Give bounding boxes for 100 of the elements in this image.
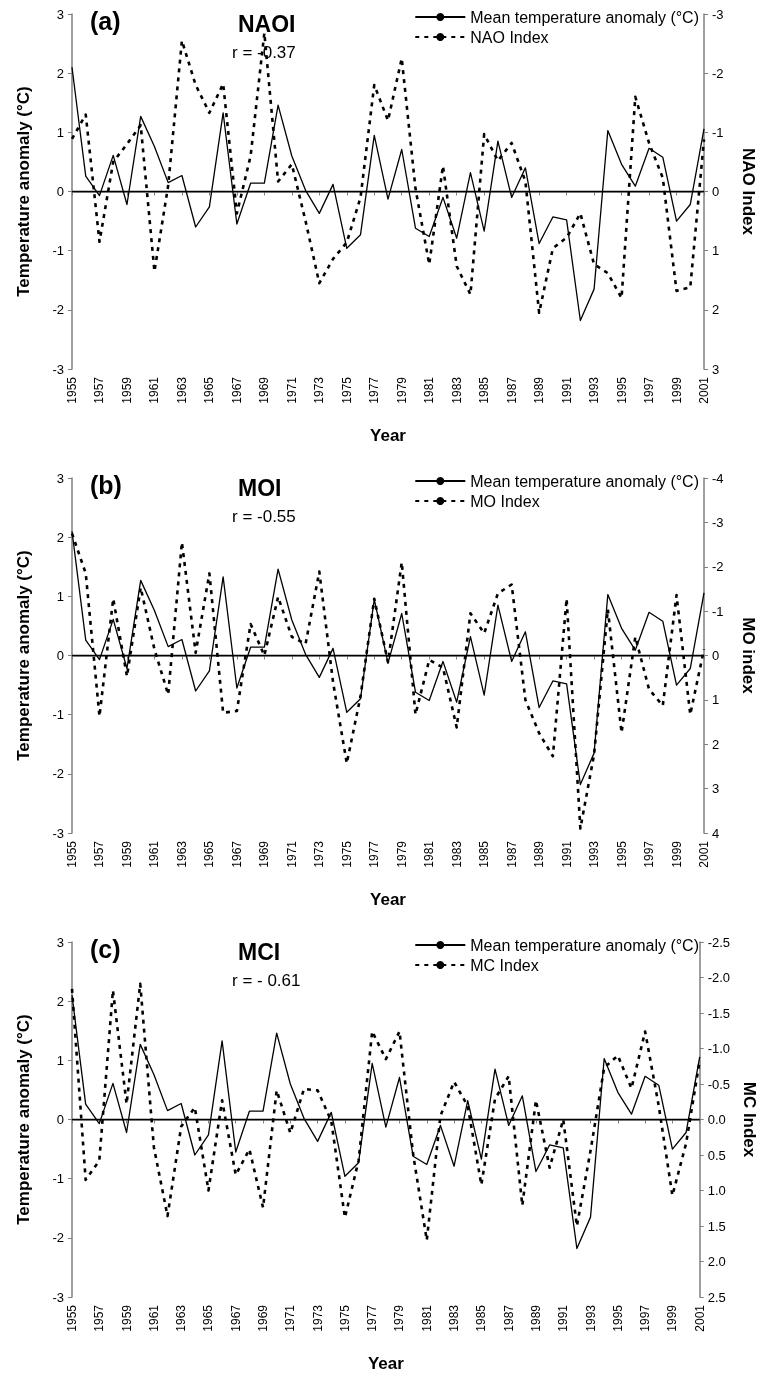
- y2-axis-title: MC Index: [740, 1081, 759, 1158]
- y-tick-label: 3: [56, 470, 64, 486]
- annotation: r = - 0.61: [232, 971, 301, 990]
- x-axis-title: Year: [370, 890, 407, 909]
- y-axis-title: Temperature anomaly (°C): [14, 86, 33, 297]
- x-tick-label: 1973: [312, 840, 327, 868]
- x-tick-label: 1997: [642, 376, 657, 404]
- x-tick-label: 1977: [367, 840, 382, 868]
- x-tick-label: 1965: [201, 1304, 216, 1332]
- y-tick-label: -2: [52, 1230, 64, 1246]
- x-tick-label: 1987: [504, 376, 519, 404]
- legend-label: MC Index: [470, 956, 539, 974]
- x-axis-title: Year: [370, 426, 407, 445]
- y-tick-label: 0: [56, 184, 64, 199]
- x-tick-label: 1959: [119, 1304, 134, 1332]
- x-tick-label: 1999: [669, 376, 684, 404]
- y2-tick-label: 0: [712, 184, 720, 199]
- x-tick-label: 1981: [422, 376, 437, 404]
- x-tick-label: 1997: [638, 1304, 653, 1332]
- y-tick-label: 0: [56, 648, 64, 663]
- y-tick-label: -3: [52, 1289, 64, 1305]
- y2-tick-label: 0.5: [707, 1147, 726, 1163]
- y2-tick-label: 4: [712, 825, 720, 841]
- x-tick-label: 1989: [532, 840, 547, 868]
- y-tick-label: -1: [52, 1171, 64, 1187]
- annotation: MOI: [238, 474, 282, 501]
- x-tick-label: 1967: [229, 840, 244, 868]
- x-tick-label: 1979: [394, 376, 409, 404]
- x-tick-label: 1991: [559, 376, 574, 404]
- y2-tick-label: 1.0: [707, 1183, 726, 1198]
- x-tick-label: 1971: [284, 376, 299, 404]
- x-tick-label: 1971: [284, 840, 299, 868]
- annotation: r = -0.37: [232, 43, 296, 62]
- x-tick-label: 1977: [365, 1304, 380, 1332]
- legend-label: Mean temperature anomaly (°C): [470, 8, 700, 26]
- x-tick-label: 1985: [477, 376, 492, 404]
- x-tick-label: 1961: [146, 1304, 161, 1332]
- x-tick-label: 1991: [559, 840, 574, 868]
- x-tick-label: 1963: [174, 1304, 189, 1332]
- x-tick-label: 1965: [202, 376, 217, 404]
- y2-tick-label: 2: [712, 736, 720, 752]
- y2-tick-label: -3: [712, 514, 724, 530]
- x-tick-label: 1985: [477, 840, 492, 868]
- y2-tick-label: -2.0: [707, 970, 731, 985]
- x-tick-label: 1997: [642, 840, 657, 868]
- x-tick-label: 1989: [528, 1304, 543, 1332]
- y2-tick-label: -0.5: [707, 1076, 731, 1092]
- x-tick-label: 1995: [614, 840, 629, 868]
- y2-tick-label: 2.5: [707, 1289, 726, 1305]
- x-tick-label: 1999: [669, 840, 684, 868]
- x-tick-label: 1989: [532, 376, 547, 404]
- chart-title: (a): [90, 6, 121, 35]
- annotation: r = -0.55: [232, 507, 296, 526]
- x-tick-label: 1967: [229, 376, 244, 404]
- y-tick-label: 2: [56, 529, 64, 545]
- x-tick-label: 1961: [147, 376, 162, 404]
- x-tick-label: 1969: [256, 1304, 271, 1332]
- y2-tick-label: 1: [712, 243, 720, 259]
- x-axis-title: Year: [367, 1354, 405, 1373]
- x-tick-label: 1957: [92, 840, 107, 868]
- x-tick-label: 1959: [119, 840, 134, 868]
- legend-label: MO Index: [470, 492, 540, 510]
- annotation: NAOI: [238, 10, 296, 37]
- x-tick-label: 1971: [283, 1304, 298, 1332]
- y2-tick-label: 1.5: [707, 1218, 726, 1234]
- y-tick-label: 1: [56, 588, 64, 604]
- x-tick-label: 1993: [583, 1304, 598, 1332]
- legend-label: Mean temperature anomaly (°C): [470, 472, 700, 490]
- x-tick-label: 1973: [310, 1304, 325, 1332]
- x-tick-label: 1991: [556, 1304, 571, 1332]
- x-tick-label: 2001: [697, 376, 711, 404]
- x-tick-label: 2001: [692, 1304, 707, 1332]
- x-tick-label: 1955: [65, 376, 79, 404]
- x-tick-label: 1999: [665, 1304, 680, 1332]
- y2-tick-label: -4: [712, 470, 724, 486]
- y-tick-label: -1: [52, 243, 64, 259]
- chart-title: (c): [90, 934, 121, 963]
- y2-tick-label: -2: [712, 559, 724, 575]
- x-tick-label: 1955: [65, 1304, 79, 1332]
- x-tick-label: 1973: [312, 376, 327, 404]
- y2-tick-label: -1: [712, 124, 724, 140]
- x-tick-label: 1957: [92, 376, 107, 404]
- x-tick-label: 1993: [587, 376, 602, 404]
- y-tick-label: -3: [52, 825, 64, 841]
- y2-tick-label: -1.5: [707, 1005, 731, 1021]
- x-tick-label: 1995: [614, 376, 629, 404]
- y-axis-title: Temperature anomaly (°C): [14, 550, 33, 761]
- x-tick-label: 1993: [587, 840, 602, 868]
- x-tick-label: 2001: [697, 840, 711, 868]
- x-tick-label: 1959: [119, 376, 134, 404]
- x-tick-label: 1963: [174, 840, 189, 868]
- x-tick-label: 1983: [449, 376, 464, 404]
- y2-tick-label: 2: [712, 302, 720, 318]
- y-tick-label: 1: [56, 124, 64, 140]
- y-tick-label: 3: [56, 6, 64, 22]
- x-tick-label: 1967: [228, 1304, 243, 1332]
- y-tick-label: -3: [52, 361, 64, 377]
- y-tick-label: -1: [52, 707, 64, 723]
- y-tick-label: -2: [52, 302, 64, 318]
- legend-label: NAO Index: [470, 28, 549, 46]
